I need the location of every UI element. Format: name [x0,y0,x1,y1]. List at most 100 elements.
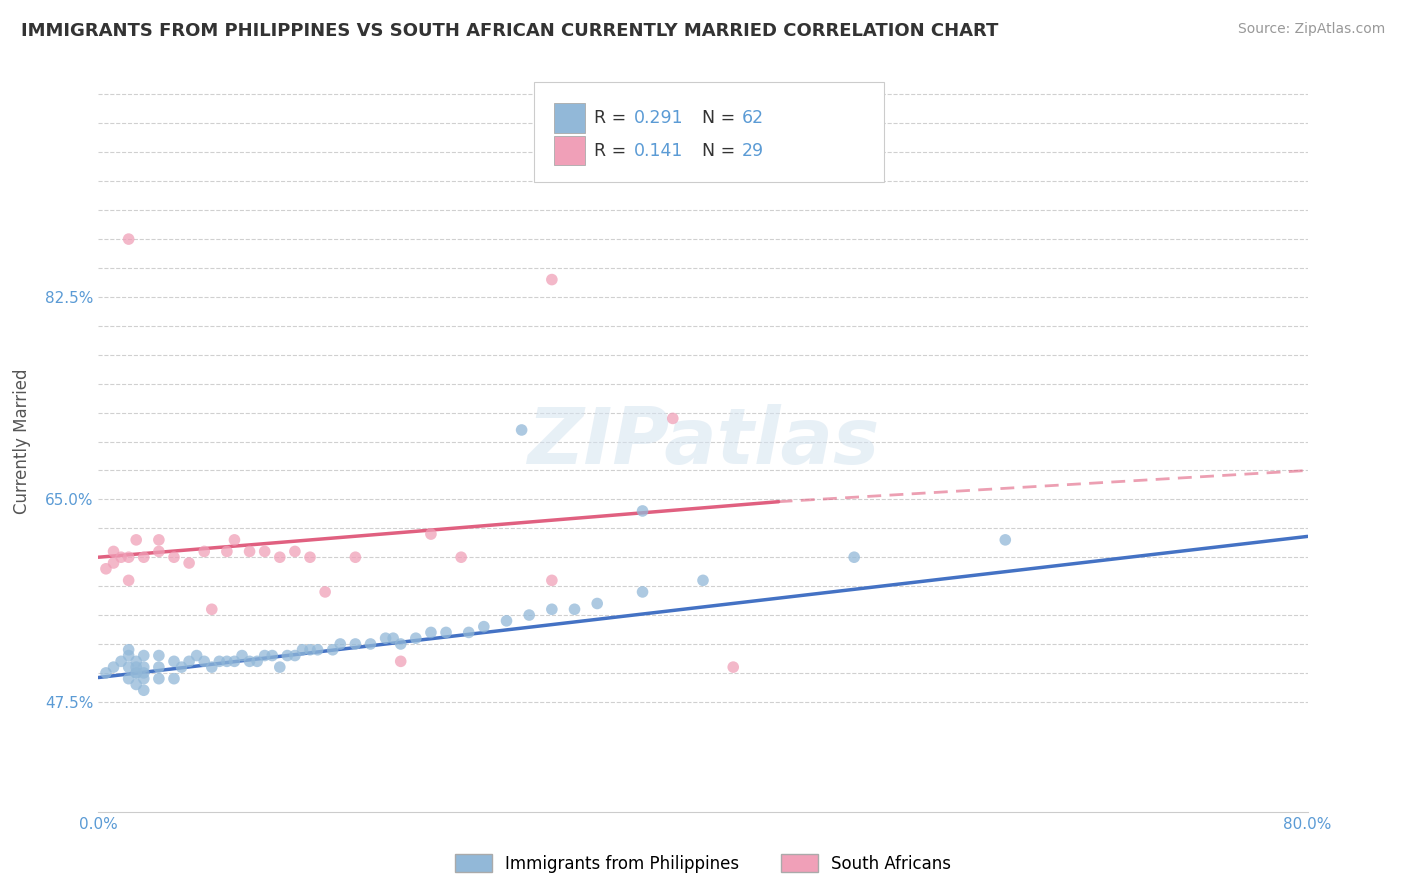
Point [291,642,314,657]
Point [224,654,246,668]
Point [94,562,117,576]
Point [231,648,253,663]
Point [253,544,276,558]
Point [495,614,517,628]
Point [389,637,412,651]
Point [457,625,479,640]
Point [374,631,396,645]
Point [215,544,238,558]
Point [631,585,654,599]
Point [284,648,307,663]
Point [118,550,141,565]
Point [450,550,472,565]
Point [284,544,307,558]
Point [661,411,683,425]
Point [420,527,443,541]
Point [125,533,148,547]
Point [179,556,201,570]
Point [253,648,276,663]
Point [299,550,322,565]
Point [299,642,322,657]
Point [208,654,231,668]
Point [269,660,291,674]
Point [163,672,186,686]
Text: ZIPatlas: ZIPatlas [527,403,879,480]
Legend: Immigrants from Philippines, South Africans: Immigrants from Philippines, South Afric… [449,847,957,880]
Point [246,654,269,668]
Point [224,533,246,547]
Point [329,637,352,651]
Point [844,550,866,565]
Point [586,597,609,611]
Point [389,654,412,668]
Text: 29: 29 [742,142,763,160]
Point [170,660,193,674]
Point [540,574,562,588]
Point [132,648,155,663]
Point [163,654,186,668]
Point [94,665,117,680]
Point [148,672,170,686]
Point [148,648,170,663]
Point [344,550,367,565]
Text: N =: N = [690,142,741,160]
FancyBboxPatch shape [554,103,585,133]
Point [540,272,562,286]
FancyBboxPatch shape [554,136,585,165]
Point [125,665,148,680]
Point [517,608,540,623]
Point [405,631,427,645]
Point [193,544,215,558]
Text: IMMIGRANTS FROM PHILIPPINES VS SOUTH AFRICAN CURRENTLY MARRIED CORRELATION CHART: IMMIGRANTS FROM PHILIPPINES VS SOUTH AFR… [21,22,998,40]
Point [382,631,405,645]
Point [118,648,141,663]
Point [110,550,132,565]
Point [148,660,170,674]
Point [269,550,291,565]
Point [201,602,224,616]
Point [201,660,224,674]
Point [118,660,141,674]
Point [239,654,262,668]
Point [148,533,170,547]
Point [434,625,457,640]
Point [215,654,238,668]
Point [193,654,215,668]
Point [420,625,443,640]
Point [118,232,141,246]
Text: R =: R = [595,142,631,160]
Point [564,602,586,616]
Point [262,648,284,663]
Point [118,672,141,686]
Point [692,574,714,588]
Point [239,544,262,558]
Point [103,660,125,674]
Y-axis label: Currently Married: Currently Married [13,368,31,515]
Point [103,544,125,558]
FancyBboxPatch shape [534,82,884,183]
Point [132,660,155,674]
Point [110,654,132,668]
Point [148,544,170,558]
Point [132,550,155,565]
Point [322,642,344,657]
Point [125,660,148,674]
Point [472,619,495,633]
Point [307,642,329,657]
Text: Source: ZipAtlas.com: Source: ZipAtlas.com [1237,22,1385,37]
Point [179,654,201,668]
Point [344,637,367,651]
Text: 62: 62 [742,109,763,127]
Text: R =: R = [595,109,631,127]
Point [118,574,141,588]
Point [276,648,298,663]
Point [723,660,745,674]
Point [103,556,125,570]
Text: N =: N = [690,109,741,127]
Point [125,665,148,680]
Point [631,504,654,518]
Text: 0.141: 0.141 [634,142,683,160]
Point [125,677,148,691]
Point [360,637,382,651]
Point [186,648,208,663]
